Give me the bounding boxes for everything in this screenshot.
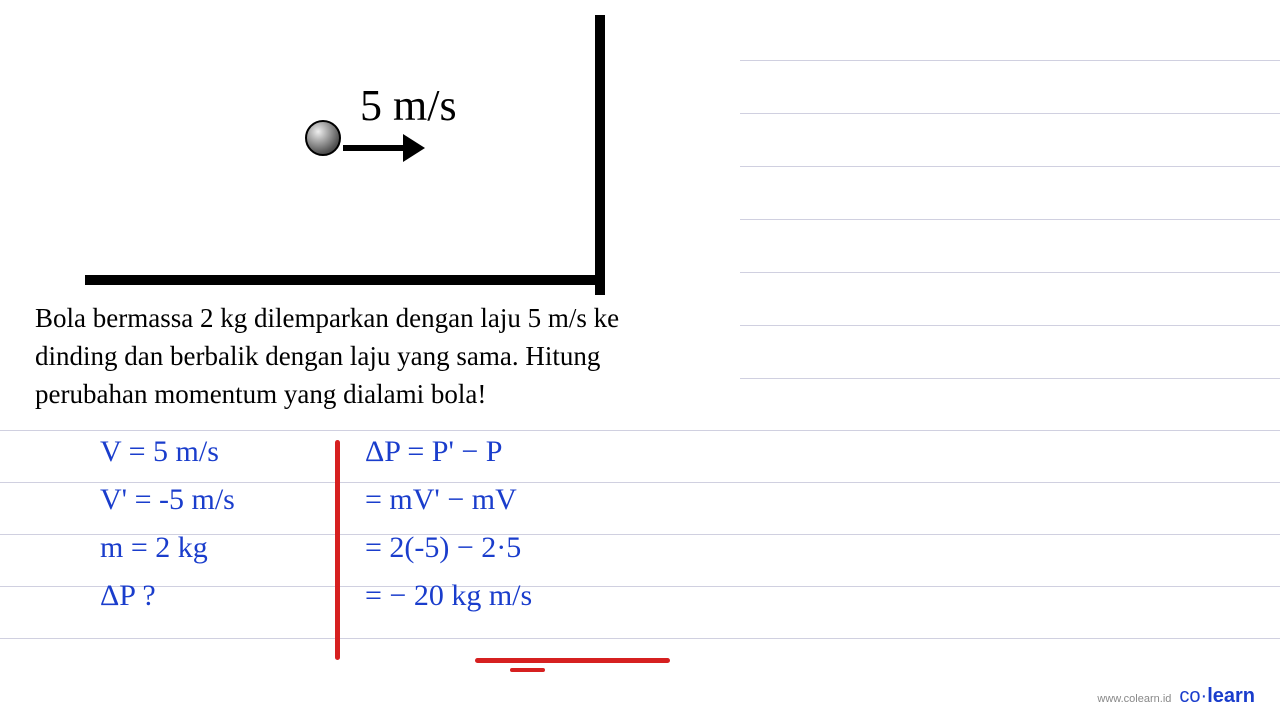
solution-handwriting: V = 5 m/s ΔP = P' − P V' = -5 m/s = mV' … [100,435,800,627]
floor-line [85,275,605,285]
velocity-arrow-icon [343,134,425,162]
answer-underline [475,658,670,663]
given-velocity-prime: V' = -5 m/s [100,483,330,517]
given-unknown: ΔP ? [100,579,330,613]
velocity-label: 5 m/s [360,80,457,131]
watermark: www.colearn.id co·learn [1097,685,1255,708]
watermark-brand: co·learn [1179,685,1255,708]
given-velocity: V = 5 m/s [100,435,330,469]
watermark-url: www.colearn.id [1097,693,1171,705]
ball-icon [305,120,341,156]
solution-equation: ΔP = P' − P [330,435,800,469]
wall-line [595,15,605,295]
physics-diagram: 5 m/s [85,15,605,285]
problem-statement: Bola bermassa 2 kg dilemparkan dengan la… [35,300,655,413]
given-mass: m = 2 kg [100,531,330,565]
solution-expand: = mV' − mV [330,483,800,517]
answer-underline-2 [510,668,545,672]
solution-substitute: = 2(-5) − 2·5 [330,531,800,565]
solution-answer: = − 20 kg m/s [330,579,800,613]
